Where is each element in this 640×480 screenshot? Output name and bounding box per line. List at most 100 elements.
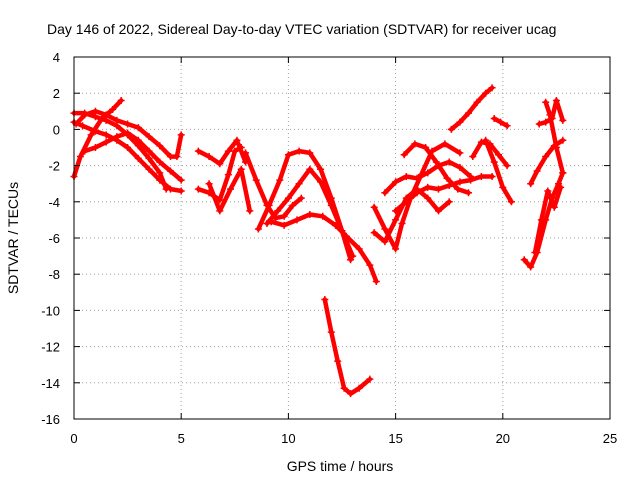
data-point [490, 158, 498, 166]
data-point [488, 84, 496, 92]
data-point [205, 180, 213, 188]
data-point [233, 136, 241, 144]
data-point [503, 162, 511, 170]
data-point [306, 149, 314, 157]
series-arc9 [242, 149, 305, 222]
x-tick-label: 25 [603, 431, 617, 446]
data-point [527, 263, 535, 271]
data-point [542, 118, 550, 126]
series-line [483, 138, 514, 205]
data-point [370, 229, 378, 237]
data-point [76, 153, 84, 161]
data-point [355, 384, 363, 392]
x-tick-label: 0 [70, 431, 77, 446]
data-point [456, 118, 464, 126]
data-point [306, 210, 314, 218]
data-point [237, 165, 245, 173]
data-point [145, 133, 153, 141]
data-point [434, 185, 442, 193]
data-point [334, 357, 342, 365]
data-point [520, 256, 528, 264]
data-point [321, 296, 329, 304]
data-point [297, 194, 305, 202]
series-arc7 [194, 144, 245, 204]
data-point [424, 194, 432, 202]
data-point [224, 171, 232, 179]
data-point [550, 203, 558, 211]
series-arc3 [70, 118, 185, 195]
y-tick-label: -2 [48, 159, 60, 174]
data-point [173, 153, 181, 161]
data-point [293, 216, 301, 224]
y-axis-label: SDTVAR / TECUs [5, 182, 21, 294]
x-axis-label: GPS time / hours [287, 458, 394, 474]
data-point [424, 169, 432, 177]
data-point [216, 160, 224, 168]
data-point [392, 207, 400, 215]
data-point [555, 180, 563, 188]
series-arc19 [447, 84, 496, 133]
data-point [156, 176, 164, 184]
data-point [422, 144, 430, 151]
data-point [469, 153, 477, 161]
data-point [392, 178, 400, 186]
data-point [381, 189, 389, 197]
series-line [449, 85, 495, 132]
series-arc20 [469, 138, 511, 170]
data-point [441, 140, 449, 148]
data-point [552, 144, 560, 151]
series-line [393, 174, 495, 214]
data-point [477, 138, 485, 146]
data-point [424, 183, 432, 191]
data-point [347, 390, 355, 398]
data-point [280, 212, 288, 220]
data-point [535, 120, 543, 128]
data-point [134, 136, 142, 144]
y-tick-label: 2 [53, 86, 60, 101]
data-point [280, 221, 288, 229]
series-arc16 [381, 158, 475, 197]
data-point [400, 151, 408, 159]
data-point [434, 207, 442, 215]
series-arc15 [370, 185, 453, 246]
series-line [82, 130, 184, 183]
data-point [342, 232, 350, 240]
chart-title: Day 146 of 2022, Sidereal Day-to-day VTE… [47, 21, 556, 37]
data-point [445, 158, 453, 166]
data-point [402, 198, 410, 206]
y-tick-label: 4 [53, 50, 60, 65]
data-point [284, 151, 292, 159]
x-tick-label: 20 [496, 431, 510, 446]
series-line [268, 212, 379, 284]
data-point [467, 176, 475, 184]
data-point [392, 245, 400, 253]
data-point [482, 89, 490, 97]
data-point [224, 147, 232, 155]
data-point [91, 127, 99, 135]
data-point [454, 185, 462, 193]
data-point [507, 198, 515, 206]
data-point [464, 189, 472, 197]
data-point [559, 169, 567, 177]
data-point [102, 131, 110, 139]
data-point [134, 154, 142, 162]
series-arc13 [321, 296, 374, 398]
data-point [124, 120, 132, 128]
axis-ticks [73, 56, 611, 420]
data-point [366, 375, 374, 383]
data-point [254, 225, 262, 233]
series-arc21 [482, 136, 515, 206]
y-tick-label: -14 [41, 376, 60, 391]
data-point [319, 212, 327, 220]
data-point [464, 109, 472, 117]
series-arc27 [542, 98, 567, 177]
data-point [533, 167, 541, 175]
data-point [537, 216, 545, 224]
data-point [347, 256, 355, 264]
x-tick-labels: 0 5 10 15 20 25 [70, 431, 617, 446]
data-point [366, 261, 374, 269]
series-arc25 [531, 183, 565, 256]
data-point [552, 96, 560, 104]
y-tick-label: -16 [41, 412, 60, 427]
